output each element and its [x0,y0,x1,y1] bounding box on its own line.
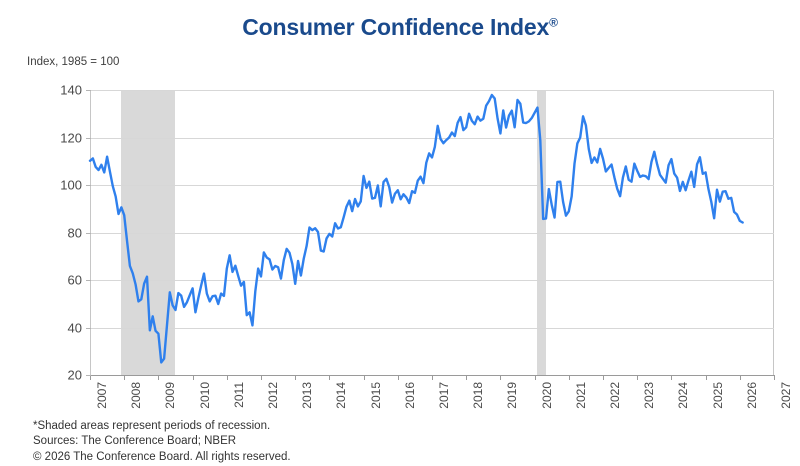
x-axis-tick-label: 2020 [539,382,554,409]
x-axis-tick-label: 2007 [95,382,109,409]
x-axis-tick-label: 2027 [779,382,793,409]
x-axis-tick-mark [226,375,228,380]
registered-trademark-icon: ® [549,15,558,30]
gridline [90,137,774,139]
x-axis-tick-mark [705,375,707,380]
y-axis-tick-label: 20 [67,367,82,383]
x-axis-tick-mark [500,375,502,380]
x-axis-tick-mark [90,375,91,380]
x-axis-tick-mark [466,375,468,380]
x-axis-tick-mark [124,375,126,380]
footnote-sources: Sources: The Conference Board; NBER [33,435,237,448]
x-axis-tick-label: 2009 [163,382,178,409]
x-axis-tick-label: 2017 [437,382,451,409]
gridline [90,327,774,329]
y-axis-note: Index, 1985 = 100 [27,56,120,68]
x-axis-tick-label: 2019 [505,382,520,409]
x-axis-tick-mark [329,375,331,380]
y-axis-tick-mark [86,90,91,91]
y-axis-tick-label: 40 [67,320,82,335]
x-axis-tick-mark [534,375,536,380]
x-axis-tick-label: 2013 [300,382,315,409]
x-axis-tick-label: 2008 [129,382,144,409]
x-axis-tick-mark [603,375,604,380]
x-axis-tick-mark [397,375,399,380]
gridline [90,232,774,234]
footnote-copyright: © 2026 The Conference Board. All rights … [33,450,291,463]
y-axis-tick-mark [86,232,91,234]
x-axis-tick-mark [158,375,160,380]
y-axis-tick-label: 140 [60,82,82,98]
footnotes: *Shaded areas represent periods of reces… [33,419,291,465]
x-axis-tick-mark [739,375,741,380]
x-axis-tick-label: 2011 [231,382,246,408]
x-axis-tick-label: 2012 [266,382,280,409]
x-axis-tick-mark [774,375,775,380]
y-axis-tick-label: 100 [60,177,82,193]
x-axis-tick-mark [363,375,365,380]
x-axis-tick-label: 2024 [676,382,691,409]
footnote-recession: *Shaded areas represent periods of reces… [33,420,271,432]
x-axis-tick-label: 2015 [368,382,383,409]
gridline [90,90,774,91]
plot-area [88,90,774,376]
x-axis-tick-mark [432,375,433,380]
x-axis-tick-mark [568,375,570,380]
consumer-confidence-line [88,93,744,364]
x-axis-tick-mark [295,375,297,380]
x-axis-tick-label: 2025 [710,382,725,409]
gridline [90,280,774,281]
y-axis-tick-mark [86,327,91,329]
x-axis-tick-mark [192,375,194,380]
x-axis-tick-mark [261,375,262,380]
y-axis-tick-label: 120 [60,130,82,145]
y-axis: 20 40 60 80 100 120 140 [20,83,82,383]
y-axis-tick-mark [86,137,91,139]
y-axis-tick-mark [86,280,91,281]
chart-title-text: Consumer Confidence Index [242,14,550,40]
x-axis-tick-label: 2010 [197,382,212,409]
y-axis-tick-label: 60 [67,272,82,288]
y-axis-tick-mark [86,185,91,186]
x-axis-tick-label: 2021 [573,382,588,409]
x-axis-tick-label: 2018 [471,382,486,409]
x-axis-tick-label: 2016 [402,382,417,409]
x-axis-tick-label: 2026 [744,382,759,409]
x-axis-tick-mark [637,375,639,380]
y-axis-tick-mark [86,375,91,376]
x-axis-tick-mark [671,375,673,380]
data-line-svg [88,93,744,364]
x-axis-tick-label: 2023 [642,382,657,409]
x-axis-tick-label: 2014 [334,382,349,409]
chart-title: Consumer Confidence Index® [0,14,800,41]
x-axis-tick-label: 2022 [608,382,622,409]
y-axis-tick-label: 80 [67,225,82,240]
gridline [90,185,774,186]
